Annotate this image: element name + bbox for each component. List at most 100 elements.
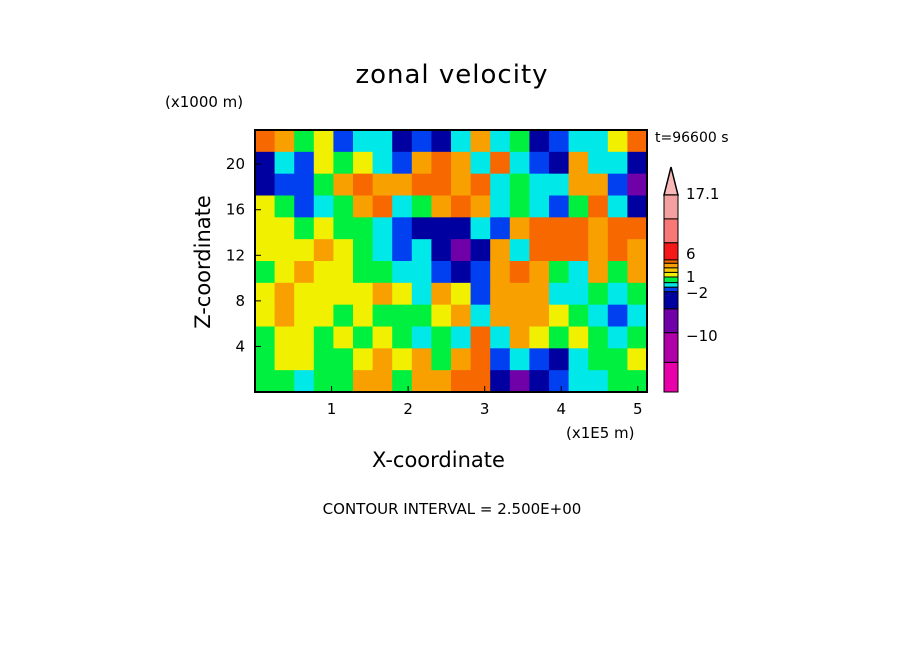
colorbar-band xyxy=(663,194,679,220)
colorbar-label: 6 xyxy=(686,245,696,263)
contour-cell xyxy=(490,151,511,175)
contour-cell xyxy=(333,370,354,393)
contour-cell xyxy=(313,130,334,153)
contour-cell xyxy=(372,195,393,218)
contour-cell xyxy=(274,130,295,153)
contour-cell xyxy=(333,195,354,218)
contour-cell xyxy=(588,239,609,262)
contour-cell xyxy=(274,304,295,327)
contour-cell xyxy=(451,348,472,371)
contour-cell xyxy=(313,217,334,240)
contour-cell xyxy=(529,261,550,284)
contour-cell xyxy=(353,326,374,349)
colorbar-band xyxy=(663,267,679,273)
contour-cell xyxy=(470,261,491,284)
contour-cell xyxy=(588,261,609,284)
contour-cell xyxy=(274,173,295,196)
contour-cell xyxy=(588,282,609,306)
contour-cell xyxy=(372,326,393,349)
contour-cell xyxy=(255,217,276,240)
contour-cell xyxy=(509,130,530,153)
x-tick-label: 2 xyxy=(403,400,413,418)
contour-cell xyxy=(294,173,315,196)
contour-cell xyxy=(509,195,530,218)
contour-cell xyxy=(431,130,452,153)
contour-cell xyxy=(470,217,491,240)
contour-cell xyxy=(313,151,334,175)
contour-cell xyxy=(529,173,550,196)
contour-cell xyxy=(607,261,628,284)
contour-cell xyxy=(470,151,491,175)
contour-cell xyxy=(294,217,315,240)
contour-cell xyxy=(568,239,589,262)
contour-cell xyxy=(509,370,530,393)
colorbar-extend-triangle xyxy=(663,166,679,196)
contour-cell xyxy=(353,282,374,306)
contour-cell xyxy=(411,239,432,262)
colorbar-label: 1 xyxy=(686,268,696,286)
contour-cell xyxy=(451,326,472,349)
y-tick-label: 12 xyxy=(226,246,245,264)
contour-cell xyxy=(568,370,589,393)
contour-cell xyxy=(529,195,550,218)
contour-cell xyxy=(490,326,511,349)
contour-cell xyxy=(431,151,452,175)
contour-cell xyxy=(333,348,354,371)
contour-cell xyxy=(509,173,530,196)
contour-cell xyxy=(294,348,315,371)
y-tick-label: 4 xyxy=(235,337,245,355)
contour-cell xyxy=(255,348,276,371)
contour-cell xyxy=(294,239,315,262)
contour-cell xyxy=(549,195,570,218)
contour-cell xyxy=(333,173,354,196)
contour-cell xyxy=(372,282,393,306)
contour-cell xyxy=(411,130,432,153)
contour-cell xyxy=(549,282,570,306)
contour-cell xyxy=(431,282,452,306)
contour-cell xyxy=(470,348,491,371)
contour-cell xyxy=(470,173,491,196)
contour-cell xyxy=(353,195,374,218)
contour-cell xyxy=(274,261,295,284)
x-tick-label: 3 xyxy=(480,400,490,418)
contour-cell xyxy=(529,370,550,393)
contour-cell xyxy=(333,261,354,284)
contour-cell xyxy=(470,282,491,306)
contour-cell xyxy=(549,370,570,393)
contour-cell xyxy=(451,130,472,153)
contour-cell xyxy=(607,239,628,262)
colorbar-band xyxy=(663,271,679,278)
contour-cell xyxy=(313,326,334,349)
contour-cell xyxy=(470,239,491,262)
contour-cell xyxy=(392,239,413,262)
colorbar-band xyxy=(663,262,679,269)
contour-cell xyxy=(294,130,315,153)
contour-cell xyxy=(451,304,472,327)
contour-cell xyxy=(529,304,550,327)
contour-cell xyxy=(431,261,452,284)
contour-cell xyxy=(353,217,374,240)
y-axis-unit: (x1000 m) xyxy=(165,93,244,111)
contour-cell xyxy=(509,348,530,371)
contour-cell xyxy=(431,304,452,327)
contour-cell xyxy=(274,370,295,393)
contour-interval-footer: CONTOUR INTERVAL = 2.500E+00 xyxy=(322,500,582,518)
contour-cell xyxy=(274,217,295,240)
contour-cell xyxy=(627,239,648,262)
contour-cell xyxy=(607,370,628,393)
contour-cell xyxy=(255,239,276,262)
contour-cell xyxy=(607,326,628,349)
contour-cell xyxy=(451,239,472,262)
contour-cell xyxy=(255,326,276,349)
contour-cell xyxy=(333,326,354,349)
contour-cell xyxy=(490,304,511,327)
contour-cell xyxy=(568,130,589,153)
contour-cell xyxy=(255,282,276,306)
contour-cell xyxy=(529,151,550,175)
contour-cell xyxy=(568,304,589,327)
contour-cell xyxy=(274,282,295,306)
contour-cell xyxy=(549,151,570,175)
contour-cell xyxy=(294,370,315,393)
contour-cell xyxy=(353,261,374,284)
contour-cell xyxy=(333,130,354,153)
